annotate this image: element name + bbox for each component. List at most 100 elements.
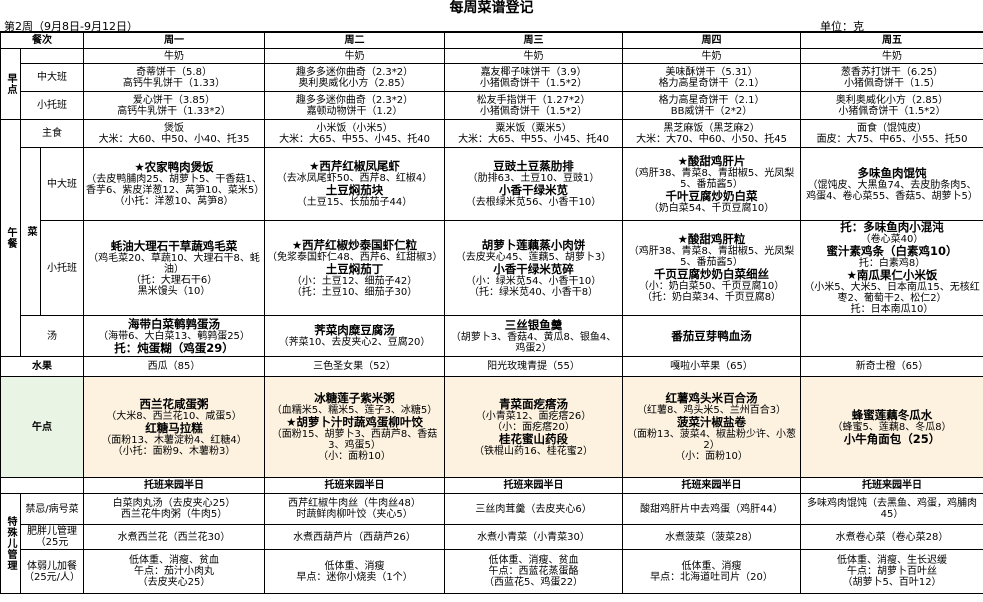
leave-cell: 托班来园半日: [264, 477, 446, 494]
cell-line: （小米5、大米5、日本南瓜15、无核红枣2、葡萄干2、松仁2）: [804, 282, 980, 304]
cell-line: 托：炖蛋糊（鸡蛋29）: [114, 340, 234, 355]
cell-line: 三丝肉茸羹（去皮夹心6）: [475, 503, 592, 515]
cell-line: 小猪佩奇饼干（1.5*2）: [479, 105, 588, 117]
cell-line: ★酸甜鸡肝粒: [677, 232, 746, 246]
cell-line: 三丝银鱼羹: [504, 317, 563, 332]
milk-cell: 牛奶: [800, 48, 983, 64]
cell-line: 小猪佩奇饼干（1.5）: [844, 77, 940, 89]
table-row: 菜中大班 ★农家鸭肉煲饭 （去皮鸭脯肉25、胡萝卜5、干香菇1、香芋6、紫皮洋葱12…: [1, 147, 983, 316]
cell-line: 爱心饼干（3.85）: [132, 94, 216, 106]
morning-big-cell: 奇蒂饼干（5.8） 高钙牛乳饼干（1.33）: [83, 63, 266, 92]
cell-line: 水煮小青菜（小青菜30）: [477, 531, 590, 543]
blank-cell: [0, 477, 85, 494]
cell-line: 酸甜鸡肝片中去鸡蛋（鸡肝44）: [640, 503, 783, 515]
cell-line: 桂花蜜山药段: [499, 431, 569, 446]
cell-line: 大米：大60、中50、小40、托35: [98, 133, 250, 145]
soup-cell: 荠菜肉糜豆腐汤 （荠菜10、去皮夹心2、豆腐20）: [264, 315, 446, 357]
weak-cell: 低体重、消瘦、贫血 午点：茄汁小肉丸 （去皮夹心25）: [83, 549, 266, 594]
weak-cell: 低体重、消瘦 早点：迷你小烧卖（1个）: [264, 549, 446, 594]
cell-line: 小米饭（小米5）: [316, 122, 393, 134]
cell-line: 黑米馒头（10）: [137, 285, 211, 297]
cell-line: ★农家鸭肉煲饭: [134, 160, 214, 174]
cell-line: （小：面粉10）: [318, 451, 391, 462]
morning-big-cell: 美味酥饼干（5.31） 格力高星奇饼干（2.1）: [622, 63, 802, 92]
leave-cell: 托班来园半日: [800, 477, 983, 494]
cell-line: （托：大理石干6）: [130, 274, 218, 286]
cell-line: 冰糖莲子紫米粥: [314, 391, 395, 405]
cell-line: （小托：洋葱10、莴笋8）: [114, 196, 234, 207]
table-row: 小托班 蚝油大理石干草蔬鸡毛菜 （鸡毛菜20、草蔬10、大理石干8、蚝油） （托：大理…: [1, 220, 983, 316]
cell-line: 菠菜汁椒盐卷: [677, 415, 747, 429]
cell-line: 水煮菠菜（菠菜28）: [665, 531, 758, 543]
allergy-cell: 三丝肉茸羹（去皮夹心6）: [444, 493, 624, 525]
cell-line: 白菜肉丸汤（去皮夹心25）: [112, 498, 236, 509]
table-row: 餐次 周一 周二 周三 周四 周五: [0, 32, 983, 49]
cell-line: 格力高星奇饼干（2.1）: [658, 77, 765, 89]
lunch-big-cell: ★酸甜鸡肝片 （鸡肝38、青菜8、青甜椒5、光凤梨5、番茄酱5） 千叶豆腐炒奶白菜（…: [622, 147, 802, 221]
obese-cell: 水煮西葫芦片（西葫芦26）: [264, 524, 446, 550]
cell-line: 早点：北海道吐司片（20）: [650, 571, 773, 583]
fruit-cell: 三色圣女果（52）: [264, 356, 446, 377]
cell-line: （荠菜10、去皮夹心2、豆腐20）: [278, 337, 431, 348]
cell-line: 奥利奥威化小方（2.85）: [835, 94, 949, 106]
leave-cell: 托班来园半日: [83, 477, 266, 494]
cell-line: 千页豆腐炒奶白菜细丝: [654, 267, 770, 281]
cell-line: 面食（馄饨皮）: [857, 122, 928, 134]
morning-small-cell: 趣多多迷你曲奇（2.3*2） 嘉顿动物饼干（1.2）: [264, 91, 446, 120]
cell-line: 西兰花咸蛋粥: [139, 396, 209, 411]
allergy-cell: 西芹红椒牛肉丝（牛肉丝48） 时蔬鲜肉柳叶饺（夹心5）: [264, 493, 446, 525]
cell-line: （血糯米5、糯米5、莲子3、冰糖5）: [271, 405, 438, 416]
table-row: 水果 西瓜（85） 三色圣女果（52） 阳光玫瑰青提（55） 嘎啦小苹果（65） 新奇士橙…: [0, 356, 983, 377]
table-row: 托班来园半日 托班来园半日 托班来园半日 托班来园半日 托班来园半日: [0, 477, 983, 494]
dish-label: 菜: [20, 147, 41, 316]
cell-line: 多味鱼肉馄饨: [857, 165, 927, 180]
cell-line: 千叶豆腐炒奶白菜: [665, 188, 758, 203]
cell-line: 小猪佩奇饼干（1.5*2）: [838, 105, 946, 117]
cell-line: （蜂蜜5、莲藕8、冬瓜8）: [832, 421, 952, 433]
cell-line: （胡萝卜3、香菇4、黄瓜8、银鱼4、鸡蛋2）: [450, 331, 617, 354]
cell-line: 早点：迷你小烧卖（1个）: [296, 571, 413, 583]
cell-line: 胡萝卜莲藕蒸小肉饼: [481, 237, 586, 252]
snack-cell: 蜂蜜莲藕冬瓜水 （蜂蜜5、莲藕8、冬瓜8） 小牛角面包（25）: [800, 376, 983, 478]
milk-cell: 牛奶: [83, 48, 266, 64]
leave-cell: 托班来园半日: [444, 477, 624, 494]
staple-cell: 煲饭 大米：大60、中50、小40、托35: [83, 119, 266, 148]
staple-cell: 小米饭（小米5） 大米：大65、中55、小45、托40: [264, 119, 446, 148]
cell-line: （去根绿米苋56、小香干10）: [465, 197, 602, 208]
allergy-cell: 多味鸡肉馄饨（去黑鱼、鸡蛋，鸡脯肉45）: [800, 493, 983, 525]
cell-line: 高钙牛乳饼干（1.33*2）: [117, 105, 231, 117]
cell-line: 青菜面疙瘩汤: [499, 396, 569, 411]
cell-line: 大米：大65、中55、小45、托40: [458, 133, 609, 145]
row-label: 中大班: [39, 147, 85, 221]
cell-line: （去冰凤尾虾50、西芹8、红椒4）: [276, 173, 433, 184]
cell-line: （小青菜12、面疙瘩26）: [475, 410, 592, 422]
header-day: 周五: [800, 32, 983, 49]
cell-line: （小：面粉10）: [675, 451, 748, 462]
cell-line: 趣多多迷你曲奇（2.3*2）: [295, 94, 414, 106]
header-day: 周二: [264, 32, 446, 49]
table-row: 小托班 爱心饼干（3.85） 高钙牛乳饼干（1.33*2） 趣多多迷你曲奇（2.3*2…: [1, 91, 983, 120]
cell-line: 趣多多迷你曲奇（2.3*2）: [295, 66, 414, 78]
row-label: 水果: [0, 356, 85, 377]
cell-line: 面皮：大75、中65、小55、托50: [816, 133, 968, 145]
allergy-cell: 白菜肉丸汤（去皮夹心25） 西兰花牛肉粥（牛肉5）: [83, 493, 266, 525]
cell-line: 高钙牛乳饼干（1.33）: [122, 77, 226, 89]
lunch-small-cell: 蚝油大理石干草蔬鸡毛菜 （鸡毛菜20、草蔬10、大理石干8、蚝油） （托：大理石干6…: [83, 220, 266, 316]
cell-line: （奶白菜54、千页豆腐10）: [648, 202, 775, 214]
cell-line: （免浆泰国虾仁48、西芹6、红甜椒3）: [267, 251, 443, 263]
unit-label: 单位：克: [820, 20, 864, 33]
section-lunch: 午餐: [0, 119, 21, 357]
cell-line: 蜂蜜莲藕冬瓜水: [851, 407, 933, 422]
cell-line: （托：奶白菜34、千页豆腐8）: [641, 292, 782, 303]
cell-line: （小：奶白菜50、千页豆腐10）: [638, 281, 785, 292]
cell-line: （小：面疙瘩20）: [492, 421, 575, 433]
cell-line: 托：白素鸡8）: [858, 258, 926, 269]
cell-line: 海带白菜鹌鹑蛋汤: [128, 316, 221, 331]
cell-line: 红薯鸡头米百合汤: [665, 391, 758, 405]
allergy-cell: 酸甜鸡肝片中去鸡蛋（鸡肝44）: [622, 493, 802, 525]
cell-line: （托：土豆10、细茄子30）: [291, 286, 418, 298]
cell-line: 葱香苏打饼干（6.25）: [840, 66, 944, 78]
cell-line: （去皮鸭脯肉25、胡萝卜5、干香菇1、香芋6、紫皮洋葱12、莴笋10、菜米5）: [86, 174, 265, 196]
milk-cell: 牛奶: [622, 48, 802, 64]
cell-line: 大米：大65、中55、小45、托40: [279, 133, 430, 145]
